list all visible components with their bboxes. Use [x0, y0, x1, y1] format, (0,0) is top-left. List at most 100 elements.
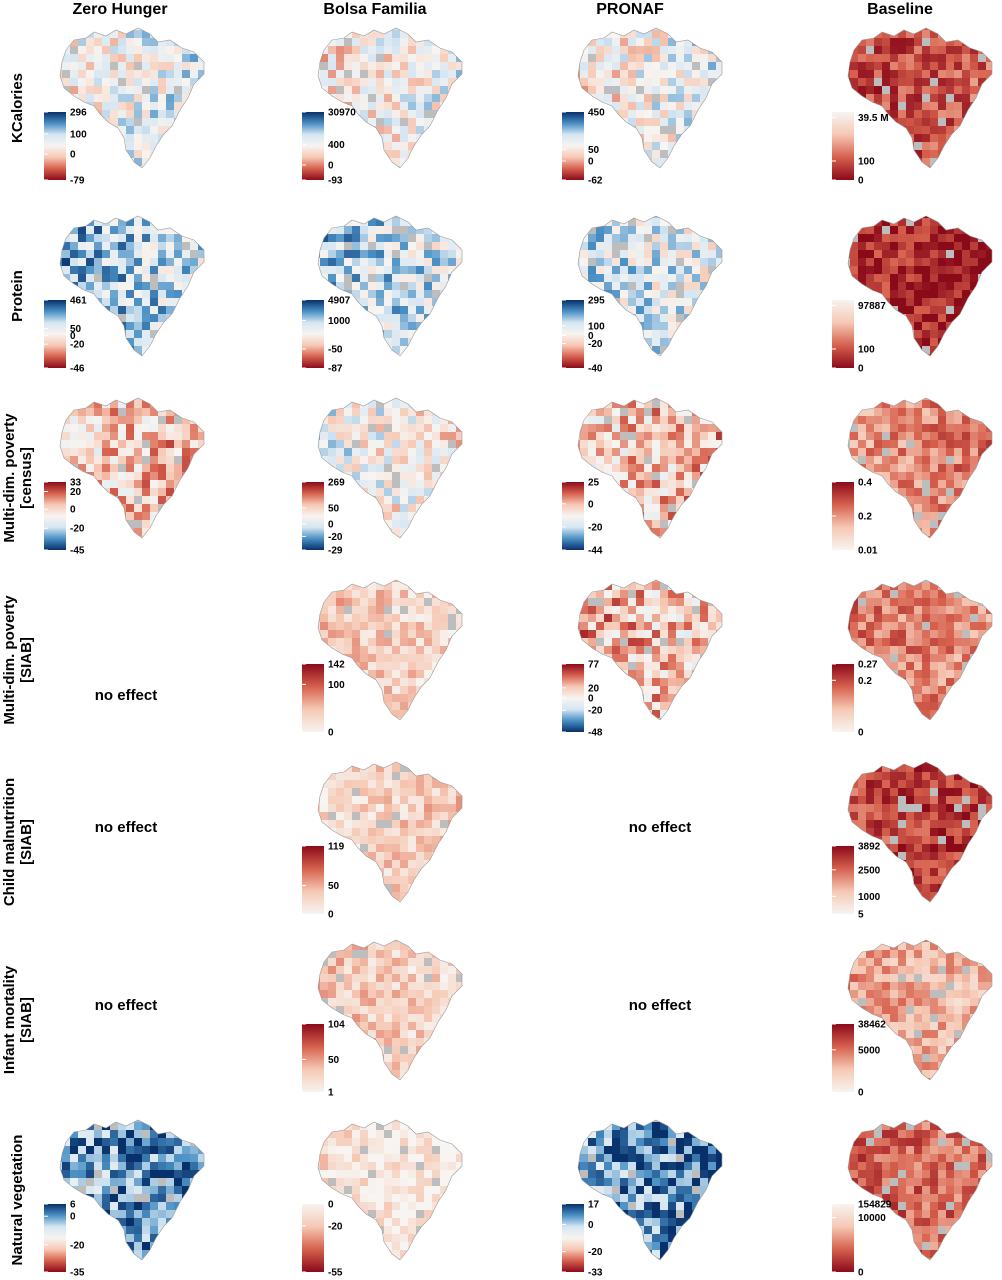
map-cell [126, 400, 134, 408]
map-cell [456, 580, 462, 582]
map-cell [874, 282, 882, 290]
map-cell [344, 496, 352, 504]
map-cell [86, 38, 94, 46]
map-cell [94, 338, 102, 346]
map-cell [142, 226, 150, 234]
map-cell [922, 102, 930, 110]
map-cell [914, 306, 922, 314]
map-cell [344, 142, 352, 150]
map-cell [692, 266, 700, 274]
map-cell [336, 62, 344, 70]
map-cell [962, 78, 970, 86]
map-cell [676, 512, 684, 520]
map-cell [724, 102, 732, 110]
map-cell [78, 54, 86, 62]
map-cell [360, 110, 368, 118]
map-cell [858, 432, 866, 440]
map-cell [134, 54, 142, 62]
map-cell [628, 282, 636, 290]
map-cell [206, 488, 214, 496]
map-cell [716, 512, 722, 520]
map-cell [464, 118, 472, 126]
map-cell [994, 86, 1002, 94]
map-cell [588, 456, 596, 464]
map-cell [962, 38, 970, 46]
map-cell [668, 126, 676, 134]
map-cell [668, 496, 676, 504]
map-cell [158, 472, 166, 480]
map-cell [328, 424, 336, 432]
map-cell [628, 54, 636, 62]
map-cell [110, 70, 118, 78]
map-cell [644, 488, 652, 496]
map-cell [914, 226, 922, 234]
map-cell [158, 306, 166, 314]
map-cell [906, 480, 914, 488]
map-cell [866, 440, 874, 448]
map-cell [416, 28, 424, 30]
map-cell [906, 54, 914, 62]
map-cell [890, 216, 898, 218]
map-cell [400, 322, 408, 330]
map-cell [432, 330, 440, 338]
map-cell [914, 504, 922, 512]
map-cell [676, 274, 684, 282]
map-cell [898, 408, 906, 416]
map-cell [676, 158, 684, 166]
map-cell [448, 424, 456, 432]
map-cell [448, 464, 456, 472]
map-cell [858, 218, 866, 226]
map-cell [102, 234, 110, 242]
map-cell [986, 480, 992, 488]
map-cell [644, 480, 652, 488]
map-cell [954, 258, 962, 266]
colorbar-tick-label: 25 [588, 478, 600, 489]
map-cell [596, 424, 604, 432]
map-cell [392, 242, 400, 250]
map-cell [102, 322, 110, 330]
map-cell [604, 134, 612, 142]
map-cell [922, 322, 930, 330]
map-cell [336, 408, 344, 416]
map-cell [848, 400, 850, 408]
map-cell [142, 398, 150, 400]
map-cell [408, 266, 416, 274]
map-cell [424, 226, 432, 234]
map-cell [978, 134, 986, 142]
map-cell [110, 480, 118, 488]
map-cell [578, 218, 580, 226]
map-cell [376, 456, 384, 464]
map-cell [94, 472, 102, 480]
map-cell [352, 448, 360, 456]
map-cell [166, 408, 174, 416]
map-cell [368, 54, 376, 62]
map-cell [866, 126, 874, 134]
map-cell [716, 472, 722, 480]
map-cell [612, 496, 620, 504]
map-cell [652, 512, 660, 520]
map-cell [978, 78, 986, 86]
map-cell [344, 258, 352, 266]
map-cell [922, 94, 930, 102]
map-cell [118, 424, 126, 432]
map-cell [628, 528, 636, 536]
map-cell [612, 282, 620, 290]
map-cell [946, 30, 954, 38]
map-cell [328, 258, 336, 266]
map-cell [158, 408, 166, 416]
map-cell [142, 234, 150, 242]
map-cell [700, 424, 708, 432]
map-cell [644, 158, 652, 166]
map-cell [978, 30, 986, 38]
map-cell [142, 424, 150, 432]
map-cell [336, 520, 344, 528]
colorbar-tick-label: -45 [70, 546, 85, 557]
map-cell [580, 78, 588, 86]
map-cell [424, 28, 432, 30]
map-cell [174, 290, 182, 298]
map-cell [174, 282, 182, 290]
map-cell [660, 54, 668, 62]
map-cell [376, 174, 384, 182]
map-cell [954, 472, 962, 480]
map-cell [150, 488, 158, 496]
